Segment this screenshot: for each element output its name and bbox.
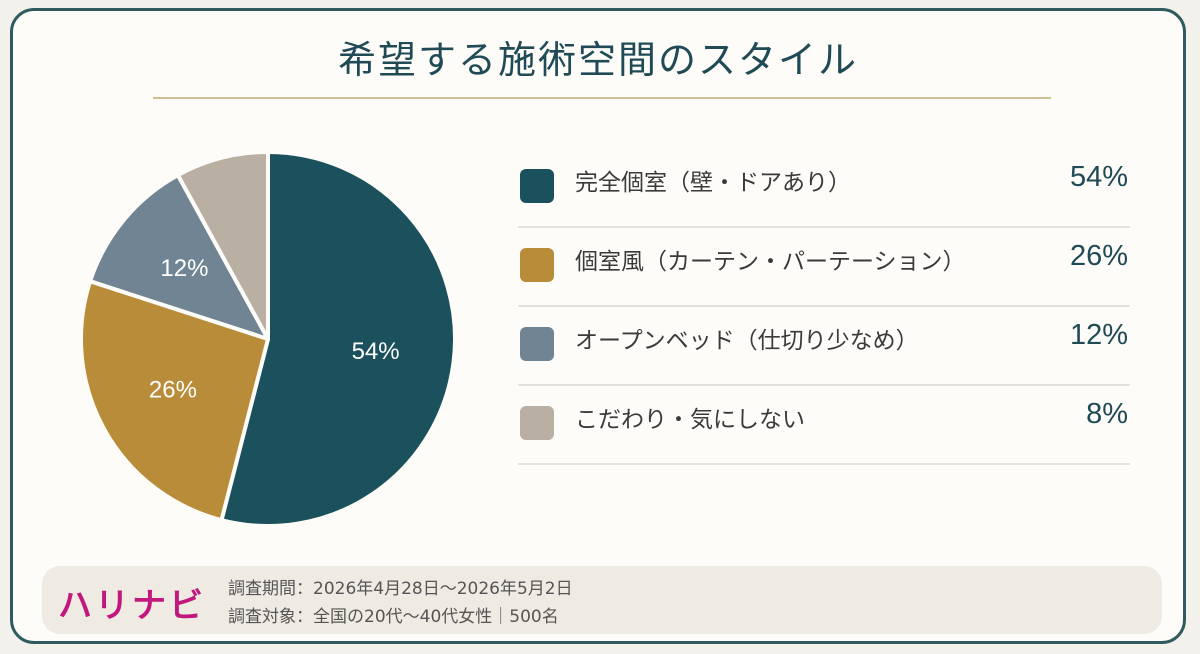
legend-label: 個室風（カーテン・パーテーション） [575,249,966,275]
legend-swatch [520,406,554,440]
legend-row-3: オープンベッド（仕切り少なめ） 12% [518,307,1130,386]
legend-swatch [520,248,554,282]
pie-slice-3 [88,173,270,341]
legend-swatch [520,169,554,203]
survey-period: 調査期間：2026年4月28日～2026年5月2日 [228,579,573,599]
survey-footer: ハリナビ 調査期間：2026年4月28日～2026年5月2日 調査対象：全国の2… [42,566,1162,634]
legend-label: オープンベッド（仕切り少なめ） [575,328,919,354]
pie-slice-label-3: 12% [160,255,208,282]
pie-slice-4 [175,150,270,341]
legend-row-4: こだわり・気にしない 8% [518,386,1130,465]
title-divider [153,97,1051,99]
legend-label: こだわり・気にしない [575,407,805,433]
legend-swatch [520,327,554,361]
pie-slice-label-2: 26% [149,377,197,404]
legend-value: 8% [1086,398,1128,430]
chart-title: 希望する施術空間のスタイル [337,38,858,82]
legend-value: 26% [1069,240,1128,272]
brand-logo: ハリナビ [58,586,206,626]
legend-value: 54% [1069,161,1128,193]
legend-row-2: 個室風（カーテン・パーテーション） 26% [518,228,1130,307]
legend-value: 12% [1069,319,1128,351]
legend-row-1: 完全個室（壁・ドアあり） 54% [518,149,1130,228]
legend: 完全個室（壁・ドアあり） 54% 個室風（カーテン・パーテーション） 26% オープンベ… [518,149,1130,465]
pie-slice-1 [219,150,457,528]
pie-chart: 54% 26% 12% [79,150,457,528]
survey-target: 調査対象：全国の20代～40代女性｜500名 [228,607,559,627]
legend-label: 完全個室（壁・ドアあり） [575,170,851,196]
pie-slice-label-1: 54% [352,338,400,365]
chart-card: 希望する施術空間のスタイル 54% 26% 12% 完全個室（壁・ドアあり） 54% 個… [10,8,1186,644]
pie-slice-2 [79,279,270,523]
